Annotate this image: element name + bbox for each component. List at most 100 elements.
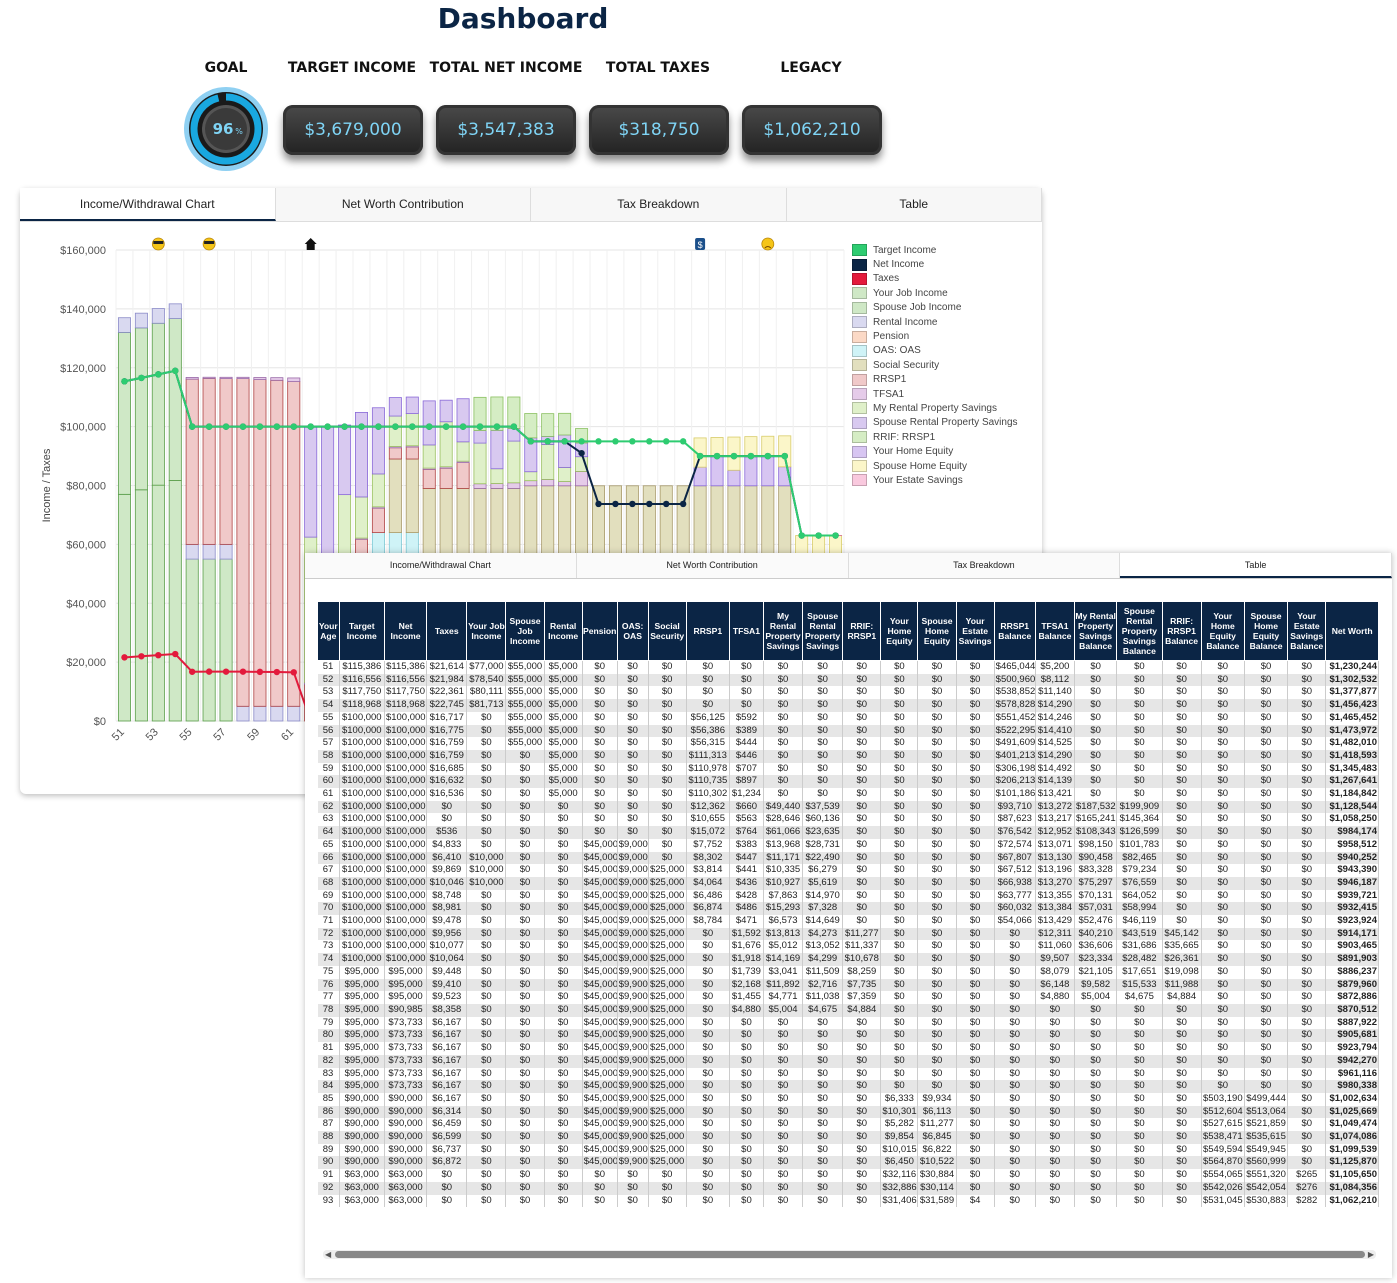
column-header[interactable]: Your Age <box>317 601 340 661</box>
column-header[interactable]: Spouse Rental Property Savings Balance <box>1116 601 1163 661</box>
column-header[interactable]: Spouse Home Equity <box>917 601 957 661</box>
table-cell: $56,386 <box>686 724 730 738</box>
table-cell: $946,187 <box>1325 876 1379 890</box>
legend-item[interactable]: RRSP1 <box>852 373 1018 387</box>
table-cell: $0 <box>917 953 957 966</box>
legend-item[interactable]: Your Home Equity <box>852 444 1018 458</box>
table-cell: $0 <box>880 1080 919 1093</box>
column-header[interactable]: Spouse Home Equity Balance <box>1243 601 1289 661</box>
table-cell: $980,338 <box>1325 1080 1379 1093</box>
horizontal-scrollbar[interactable]: ◀ ▶ <box>323 1250 1376 1259</box>
column-header[interactable]: My Rental Property Savings Balance <box>1073 601 1118 661</box>
legend-item[interactable]: Target Income <box>852 243 1018 257</box>
table-cell: $0 <box>1244 1054 1289 1068</box>
table-cell: $187,532 <box>1074 800 1118 814</box>
legend-item[interactable]: Pension <box>852 329 1018 343</box>
legend-item[interactable]: Your Job Income <box>852 286 1018 300</box>
column-header[interactable]: RRIF: RRSP1 <box>842 601 882 661</box>
column-header[interactable]: Your Estate Savings <box>955 601 995 661</box>
column-header[interactable]: Net Worth <box>1325 601 1379 661</box>
column-header[interactable]: OAS: OAS <box>616 601 649 661</box>
table-cell: $90,000 <box>339 1092 385 1106</box>
column-header[interactable]: Spouse Job Income <box>505 601 545 661</box>
column-header[interactable]: RRSP1 Balance <box>993 601 1036 661</box>
tab-net-worth-contribution[interactable]: Net Worth Contribution <box>276 188 531 221</box>
table-cell: $1,739 <box>729 965 764 979</box>
tab-net-worth-contribution-2[interactable]: Net Worth Contribution <box>577 553 849 578</box>
table-cell: $6,167 <box>426 1054 468 1068</box>
table-cell: $21,984 <box>426 673 468 687</box>
table-cell: $0 <box>880 826 919 839</box>
target-income-point <box>646 438 653 445</box>
table-cell: $25,000 <box>648 876 687 890</box>
column-header[interactable]: TFSA1 <box>728 601 764 661</box>
table-cell: $0 <box>686 1054 730 1068</box>
table-cell: $0 <box>917 1054 957 1068</box>
tab-tax-breakdown-2[interactable]: Tax Breakdown <box>849 553 1121 578</box>
tab-table-2[interactable]: Table <box>1120 553 1392 578</box>
column-header[interactable]: Your Job Income <box>466 601 507 661</box>
scroll-left-icon[interactable]: ◀ <box>325 1250 332 1259</box>
table-cell: $0 <box>917 1029 957 1043</box>
table-cell: $0 <box>842 1016 882 1030</box>
column-header[interactable]: Pension <box>581 601 618 661</box>
table-cell: $67,512 <box>994 864 1036 877</box>
legend-item[interactable]: Spouse Home Equity <box>852 459 1018 473</box>
scrollbar-thumb[interactable] <box>335 1251 1365 1258</box>
table-cell: $0 <box>1074 1029 1118 1043</box>
table-cell: $9,448 <box>426 965 468 979</box>
table-cell: $441 <box>729 864 764 877</box>
table-cell: $1,230,244 <box>1325 660 1379 674</box>
column-header[interactable]: Net Income <box>383 601 428 661</box>
tab-table[interactable]: Table <box>787 188 1042 221</box>
column-header[interactable]: Your Home Equity Balance <box>1200 601 1245 661</box>
legend-item[interactable]: My Rental Property Savings <box>852 401 1018 415</box>
legend-item[interactable]: RRIF: RRSP1 <box>852 430 1018 444</box>
legend-item[interactable]: Taxes <box>852 272 1018 286</box>
table-cell: $0 <box>994 991 1036 1004</box>
legend-item[interactable]: OAS: OAS <box>852 344 1018 358</box>
table-cell: 87 <box>317 1118 340 1132</box>
legend-label: Spouse Rental Property Savings <box>873 417 1018 429</box>
table-cell: $7,863 <box>763 889 804 903</box>
table-cell: $0 <box>466 1067 507 1081</box>
table-cell: $0 <box>505 1054 545 1068</box>
table-cell: $0 <box>505 991 545 1004</box>
column-header[interactable]: Spouse Rental Property Savings <box>802 601 844 661</box>
table-cell: $0 <box>582 749 618 763</box>
column-header[interactable]: Your Home Equity <box>880 601 919 661</box>
table-cell: $491,609 <box>994 737 1036 750</box>
column-header[interactable]: Rental Income <box>543 601 583 661</box>
tab-income-withdrawal-chart-2[interactable]: Income/Withdrawal Chart <box>305 553 577 578</box>
column-header[interactable]: RRIF: RRSP1 Balance <box>1161 601 1202 661</box>
table-cell: $551,452 <box>994 711 1036 725</box>
legend-item[interactable]: Rental Income <box>852 315 1018 329</box>
table-cell: $0 <box>1287 724 1327 738</box>
tab-tax-breakdown[interactable]: Tax Breakdown <box>531 188 787 221</box>
table-cell: $0 <box>880 940 919 954</box>
table-cell: $75,297 <box>1074 876 1118 890</box>
legend-item[interactable]: Spouse Job Income <box>852 301 1018 315</box>
column-header[interactable]: TFSA1 Balance <box>1034 601 1076 661</box>
column-header[interactable]: Social Security <box>647 601 687 661</box>
table-cell: $0 <box>802 711 844 725</box>
table-cell: $0 <box>1201 737 1245 750</box>
tab-income-withdrawal-chart[interactable]: Income/Withdrawal Chart <box>20 188 276 221</box>
table-cell: $0 <box>802 1029 844 1043</box>
legend-item[interactable]: Net Income <box>852 257 1018 271</box>
table-panel: Income/Withdrawal Chart Net Worth Contri… <box>305 553 1392 1278</box>
table-cell: $14,649 <box>802 915 844 928</box>
legend-item[interactable]: Your Estate Savings <box>852 473 1018 487</box>
table-cell: 59 <box>317 762 340 776</box>
table-cell: $101,186 <box>994 788 1036 801</box>
table-cell: $30,884 <box>917 1169 957 1182</box>
legend-item[interactable]: Social Security <box>852 358 1018 372</box>
legend-item[interactable]: Spouse Rental Property Savings <box>852 416 1018 430</box>
column-header[interactable]: Taxes <box>426 601 468 661</box>
column-header[interactable]: My Rental Property Savings <box>762 601 804 661</box>
column-header[interactable]: RRSP1 <box>685 601 730 661</box>
scroll-right-icon[interactable]: ▶ <box>1367 1250 1374 1259</box>
legend-item[interactable]: TFSA1 <box>852 387 1018 401</box>
column-header[interactable]: Target Income <box>338 601 385 661</box>
column-header[interactable]: Your Estate Savings Balance <box>1287 601 1327 661</box>
